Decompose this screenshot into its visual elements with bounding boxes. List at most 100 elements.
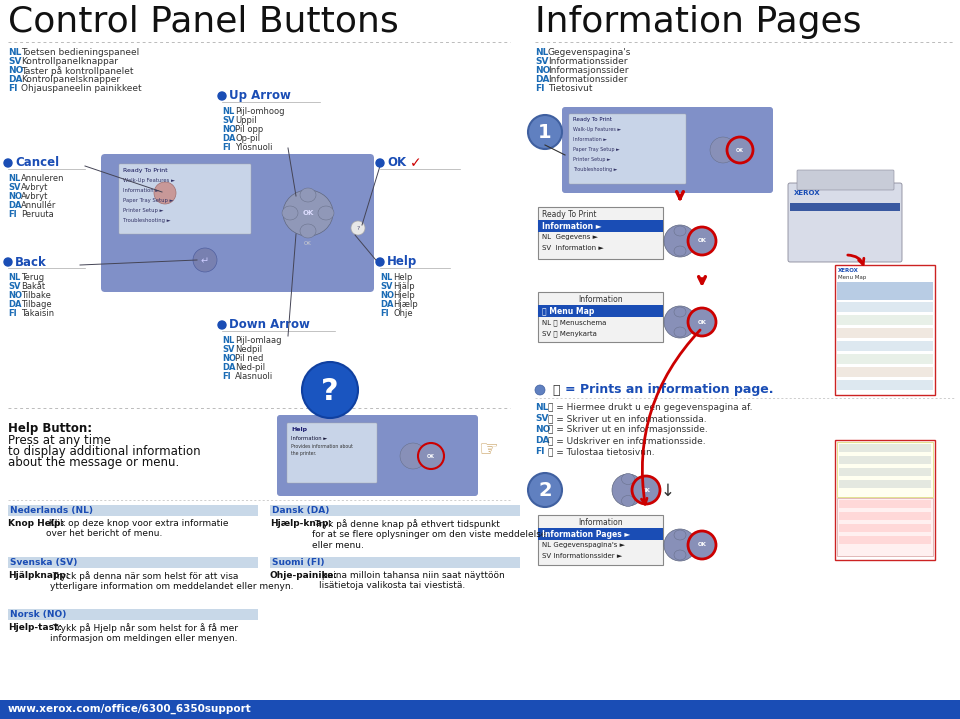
Text: paina milloin tahansa niin saat näyttöön
lisätietoja valikosta tai viestistä.: paina milloin tahansa niin saat näyttöön… xyxy=(320,571,505,590)
Circle shape xyxy=(418,443,444,469)
Ellipse shape xyxy=(283,190,333,236)
Text: Knop Help:: Knop Help: xyxy=(8,519,64,528)
Text: SV: SV xyxy=(535,57,548,66)
Ellipse shape xyxy=(674,327,686,337)
Text: Gegevenspagina's: Gegevenspagina's xyxy=(548,48,632,57)
Text: DA: DA xyxy=(535,75,549,84)
FancyBboxPatch shape xyxy=(797,170,894,190)
Bar xyxy=(839,512,931,520)
Text: DA: DA xyxy=(8,201,21,210)
Text: Cancel: Cancel xyxy=(15,157,60,170)
Bar xyxy=(270,557,520,568)
Text: Bakåt: Bakåt xyxy=(21,282,45,291)
Text: Help: Help xyxy=(393,273,413,282)
Text: OK: OK xyxy=(698,319,707,324)
Text: Annuleren: Annuleren xyxy=(21,174,64,183)
Text: Informationssider: Informationssider xyxy=(548,57,628,66)
Ellipse shape xyxy=(674,307,686,317)
Text: NO: NO xyxy=(380,291,394,300)
Text: Up Arrow: Up Arrow xyxy=(229,89,291,103)
Text: Hjälp: Hjälp xyxy=(393,282,415,291)
FancyBboxPatch shape xyxy=(287,423,377,483)
Text: DA: DA xyxy=(222,134,235,143)
Circle shape xyxy=(302,362,358,418)
Text: NL: NL xyxy=(535,48,548,57)
Text: SV: SV xyxy=(535,414,548,423)
Bar xyxy=(8,505,258,516)
Text: DA: DA xyxy=(380,300,394,309)
Text: Ready To Print: Ready To Print xyxy=(123,168,168,173)
Text: Informationssider: Informationssider xyxy=(548,75,628,84)
Text: Help Button:: Help Button: xyxy=(8,422,92,435)
Ellipse shape xyxy=(400,443,426,469)
Text: OK: OK xyxy=(387,157,406,170)
Ellipse shape xyxy=(674,530,686,540)
Text: Pijl-omlaag: Pijl-omlaag xyxy=(235,336,281,345)
Text: Help: Help xyxy=(387,255,418,268)
Text: Tilbage: Tilbage xyxy=(21,300,52,309)
Text: ⎙ = Hiermee drukt u een gegevenspagina af.: ⎙ = Hiermee drukt u een gegevenspagina a… xyxy=(548,403,753,412)
Text: ⎙ = Udskriver en informationsside.: ⎙ = Udskriver en informationsside. xyxy=(548,436,706,445)
Text: NO: NO xyxy=(535,66,550,75)
Text: XEROX: XEROX xyxy=(794,190,821,196)
Text: Takaisin: Takaisin xyxy=(21,309,54,318)
Text: FI: FI xyxy=(222,143,230,152)
Bar xyxy=(839,500,931,508)
Circle shape xyxy=(688,308,716,336)
Text: NL  Gegevens ►: NL Gegevens ► xyxy=(542,234,598,240)
Text: Hjelp-tast:: Hjelp-tast: xyxy=(8,623,62,632)
Text: to display additional information: to display additional information xyxy=(8,445,201,458)
Bar xyxy=(837,367,933,377)
Text: Ohje-painike:: Ohje-painike: xyxy=(270,571,338,580)
Text: NL: NL xyxy=(8,273,20,282)
Circle shape xyxy=(218,321,226,329)
Circle shape xyxy=(4,159,12,167)
Text: Terug: Terug xyxy=(21,273,44,282)
Text: Printer Setup ►: Printer Setup ► xyxy=(123,208,163,213)
Ellipse shape xyxy=(664,306,696,338)
Text: Ohje: Ohje xyxy=(393,309,413,318)
Text: Avbryt: Avbryt xyxy=(21,192,48,201)
Text: FI: FI xyxy=(8,84,17,93)
Ellipse shape xyxy=(664,225,696,257)
FancyBboxPatch shape xyxy=(538,292,663,342)
Text: ⎙ = Skriver ut en informationssida.: ⎙ = Skriver ut en informationssida. xyxy=(548,414,707,423)
Circle shape xyxy=(154,182,176,204)
Ellipse shape xyxy=(621,495,635,506)
Text: Information Pages: Information Pages xyxy=(535,5,861,39)
Circle shape xyxy=(688,227,716,255)
Bar xyxy=(837,380,933,390)
Text: Pijl-omhoog: Pijl-omhoog xyxy=(235,107,284,116)
Text: Information ►: Information ► xyxy=(542,222,602,231)
Text: ⎙ Menu Map: ⎙ Menu Map xyxy=(542,307,594,316)
Text: Help: Help xyxy=(291,427,307,432)
Text: FI: FI xyxy=(222,372,230,381)
Bar xyxy=(0,700,960,719)
Text: OK: OK xyxy=(641,487,651,493)
Text: FI: FI xyxy=(8,210,16,219)
Ellipse shape xyxy=(300,188,316,202)
Text: Ned-pil: Ned-pil xyxy=(235,363,265,372)
Text: Kontrolpanelsknapper: Kontrolpanelsknapper xyxy=(21,75,120,84)
Text: Paper Tray Setup ►: Paper Tray Setup ► xyxy=(123,198,174,203)
Text: Avbryt: Avbryt xyxy=(21,183,48,192)
Circle shape xyxy=(688,531,716,559)
Text: Dansk (DA): Dansk (DA) xyxy=(272,506,329,515)
Text: www.xerox.com/office/6300_6350support: www.xerox.com/office/6300_6350support xyxy=(8,704,252,714)
Circle shape xyxy=(632,476,660,504)
Text: OK: OK xyxy=(304,241,312,246)
Text: Hjælp-knap:: Hjælp-knap: xyxy=(270,519,332,528)
Text: Printer Setup ►: Printer Setup ► xyxy=(573,157,611,162)
Text: SV: SV xyxy=(8,57,21,66)
Text: Norsk (NO): Norsk (NO) xyxy=(10,610,66,619)
Text: Information ►: Information ► xyxy=(123,188,159,193)
Text: Kontrollpanelknappar: Kontrollpanelknappar xyxy=(21,57,118,66)
Bar xyxy=(8,609,258,620)
Text: Pil ned: Pil ned xyxy=(235,354,263,363)
Text: = Prints an information page.: = Prints an information page. xyxy=(565,383,774,396)
Text: ↵: ↵ xyxy=(201,256,209,266)
Text: OK: OK xyxy=(698,543,707,547)
Circle shape xyxy=(193,248,217,272)
Text: OK: OK xyxy=(302,210,314,216)
Bar xyxy=(270,505,520,516)
